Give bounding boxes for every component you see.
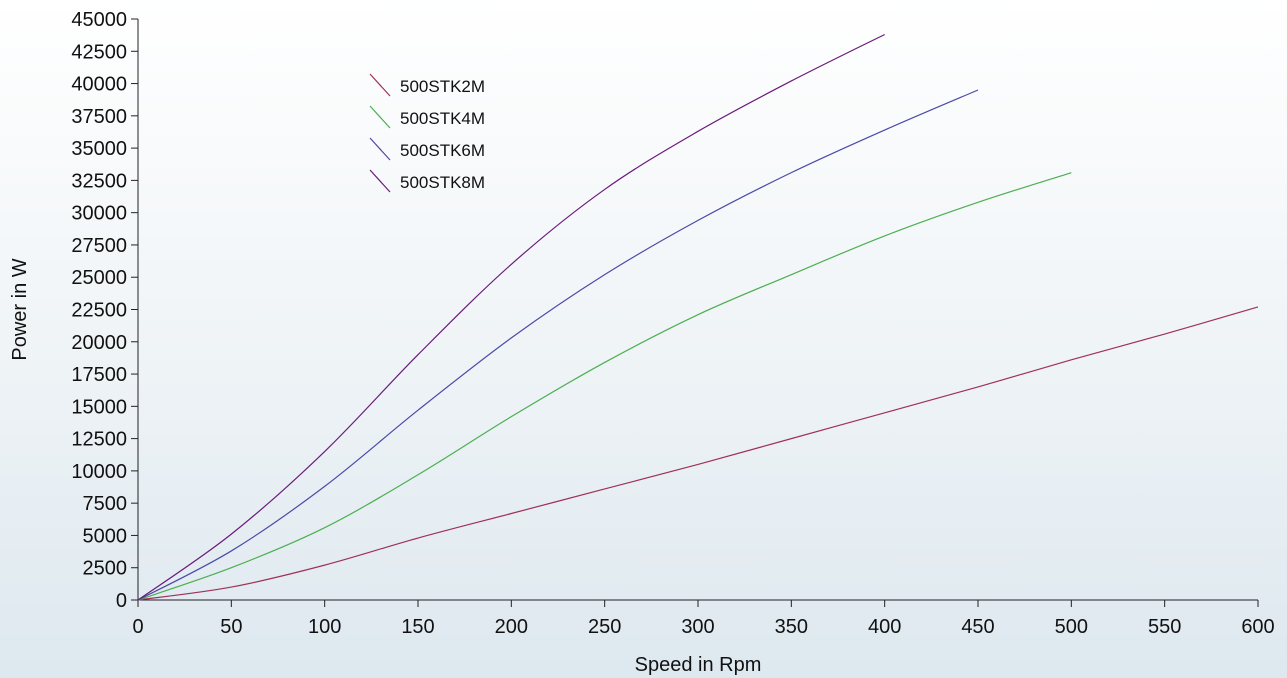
y-axis-title: Power in W xyxy=(9,258,31,360)
legend-label-500stk6m: 500STK6M xyxy=(400,141,485,160)
y-tick-label: 42500 xyxy=(71,41,127,63)
y-tick-label: 25000 xyxy=(71,267,127,289)
x-tick-label: 550 xyxy=(1148,616,1181,638)
y-tick-label: 17500 xyxy=(71,364,127,386)
y-tick-label: 5000 xyxy=(83,525,128,547)
series-line-500stk8m xyxy=(137,33,885,601)
y-tick-label: 40000 xyxy=(71,74,127,96)
x-tick-label: 600 xyxy=(1241,616,1274,638)
y-tick-label: 20000 xyxy=(71,332,127,354)
x-tick-label: 50 xyxy=(220,616,242,638)
series-line-500stk4m xyxy=(137,172,1072,601)
x-axis-title: Speed in Rpm xyxy=(635,654,762,676)
legend-label-500stk2m: 500STK2M xyxy=(400,77,485,96)
x-tick-label: 200 xyxy=(495,616,528,638)
legend-swatch-500stk6m xyxy=(369,137,391,161)
x-tick-label: 500 xyxy=(1055,616,1088,638)
x-tick-label: 300 xyxy=(681,616,714,638)
series-line-500stk2m xyxy=(137,306,1259,601)
y-tick-label: 12500 xyxy=(71,429,127,451)
x-tick-label: 450 xyxy=(961,616,994,638)
x-tick-label: 100 xyxy=(308,616,341,638)
y-tick-label: 7500 xyxy=(83,493,128,515)
y-tick-label: 45000 xyxy=(71,9,127,31)
x-tick-label: 0 xyxy=(132,616,143,638)
legend: 500STK2M 500STK4M 500STK6M 500STK8M xyxy=(369,73,485,193)
y-tick-label: 0 xyxy=(116,590,127,612)
legend-swatch-500stk4m xyxy=(369,105,391,129)
y-tick-label: 22500 xyxy=(71,300,127,322)
x-tick-label: 400 xyxy=(868,616,901,638)
series-line-500stk6m xyxy=(137,89,979,601)
legend-label-500stk8m: 500STK8M xyxy=(400,173,485,192)
series-layer xyxy=(137,33,1259,601)
y-tick-label: 30000 xyxy=(71,203,127,225)
legend-swatch-500stk2m xyxy=(369,73,391,97)
y-tick-label: 32500 xyxy=(71,170,127,192)
x-tick-label: 150 xyxy=(401,616,434,638)
legend-swatch-500stk8m xyxy=(369,169,391,193)
x-tick-label: 350 xyxy=(775,616,808,638)
y-tick-label: 10000 xyxy=(71,461,127,483)
y-tick-label: 2500 xyxy=(83,558,128,580)
y-tick-label: 27500 xyxy=(71,235,127,257)
y-tick-label: 37500 xyxy=(71,106,127,128)
y-tick-label: 15000 xyxy=(71,396,127,418)
legend-label-500stk4m: 500STK4M xyxy=(400,109,485,128)
y-tick-label: 35000 xyxy=(71,138,127,160)
x-tick-label: 250 xyxy=(588,616,621,638)
axes: 0250050007500100001250015000175002000022… xyxy=(71,9,1274,638)
